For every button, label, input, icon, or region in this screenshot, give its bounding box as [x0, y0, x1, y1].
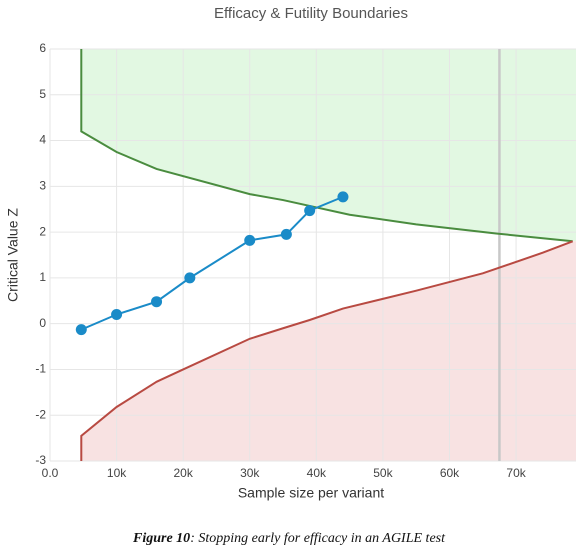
- series-line: [80, 240, 574, 461]
- x-tick-label: 10k: [107, 466, 127, 480]
- caption-text: : Stopping early for efficacy in an AGIL…: [190, 531, 445, 546]
- series-line: [80, 195, 344, 331]
- x-tick-label: 0.0: [42, 466, 59, 480]
- y-tick-label: 0: [39, 316, 46, 330]
- x-tick-label: 30k: [240, 466, 260, 480]
- y-tick-label: -1: [35, 362, 46, 376]
- y-tick-label: 6: [39, 41, 46, 55]
- region-fill: [81, 49, 576, 242]
- data-point: [151, 296, 163, 308]
- data-point: [244, 234, 256, 246]
- x-tick-label: 60k: [440, 466, 460, 480]
- caption: Figure 10: Stopping early for efficacy i…: [0, 531, 578, 547]
- x-tick-label: 70k: [506, 466, 526, 480]
- y-tick-label: 5: [39, 87, 46, 101]
- y-tick-label: -3: [35, 453, 46, 467]
- chart-title: Efficacy & Futility Boundaries: [214, 5, 408, 22]
- data-point: [280, 228, 292, 240]
- data-point: [75, 324, 87, 336]
- data-point: [111, 309, 123, 321]
- y-tick-label: 4: [39, 133, 46, 147]
- caption-label: Figure 10: [133, 531, 191, 546]
- x-axis-label: Sample size per variant: [238, 485, 384, 501]
- series-line: [80, 49, 573, 243]
- y-tick-label: 2: [39, 224, 46, 238]
- data-point: [337, 191, 349, 203]
- chart: Efficacy & Futility Boundaries Sample si…: [5, 5, 576, 501]
- x-tick-label: 20k: [173, 466, 193, 480]
- region-fill: [81, 241, 576, 461]
- y-tick-label: 1: [39, 270, 46, 284]
- data-point: [304, 205, 316, 217]
- y-axis-label: Critical Value Z: [5, 208, 21, 302]
- x-tick-label: 40k: [307, 466, 327, 480]
- x-tick-label: 50k: [373, 466, 393, 480]
- y-tick-label: -2: [35, 407, 46, 421]
- y-tick-label: 3: [39, 179, 46, 193]
- data-point: [184, 272, 196, 284]
